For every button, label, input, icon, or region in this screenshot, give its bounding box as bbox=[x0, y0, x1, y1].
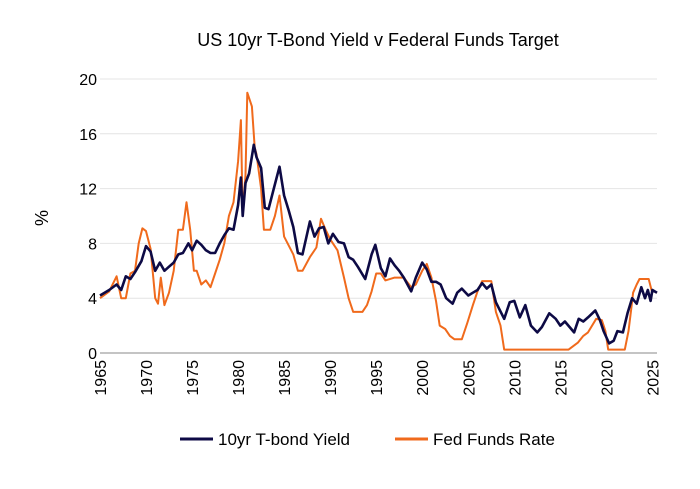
series-line-1 bbox=[99, 91, 658, 351]
legend-label-0: 10yr T-bond Yield bbox=[218, 430, 350, 449]
y-tick-label: 0 bbox=[88, 346, 97, 363]
chart-title: US 10yr T-Bond Yield v Federal Funds Tar… bbox=[197, 30, 559, 50]
x-tick-label: 2015 bbox=[553, 360, 570, 396]
legend-label-1: Fed Funds Rate bbox=[433, 430, 555, 449]
x-tick-label: 2005 bbox=[461, 360, 478, 396]
y-tick-label: 20 bbox=[79, 72, 97, 89]
gridlines bbox=[100, 78, 657, 299]
series-line-0 bbox=[99, 143, 658, 345]
y-tick-labels: 0 4 8 12 16 20 bbox=[79, 72, 97, 363]
x-tick-label: 2020 bbox=[599, 360, 616, 396]
x-tick-label: 1975 bbox=[185, 360, 202, 396]
x-tick-label: 1980 bbox=[231, 360, 248, 396]
x-tick-label: 1985 bbox=[277, 360, 294, 396]
x-tick-label: 2025 bbox=[645, 360, 662, 396]
y-tick-label: 8 bbox=[88, 236, 97, 253]
x-tick-label: 2000 bbox=[415, 360, 432, 396]
x-tick-label: 1990 bbox=[323, 360, 340, 396]
y-tick-label: 4 bbox=[88, 291, 97, 308]
x-tick-label: 1995 bbox=[369, 360, 386, 396]
x-tick-label: 2010 bbox=[507, 360, 524, 396]
x-tick-labels: 1965 1970 1975 1980 1985 1990 1995 2000 2005 2010… bbox=[93, 360, 662, 396]
y-tick-label: 12 bbox=[79, 182, 97, 199]
x-tick-label: 1970 bbox=[139, 360, 156, 396]
x-tick-label: 1965 bbox=[93, 360, 110, 396]
y-tick-label: 16 bbox=[79, 127, 97, 144]
y-axis-label: % bbox=[32, 210, 52, 226]
legend: 10yr T-bond Yield Fed Funds Rate bbox=[180, 430, 555, 449]
series-lines bbox=[99, 91, 658, 351]
